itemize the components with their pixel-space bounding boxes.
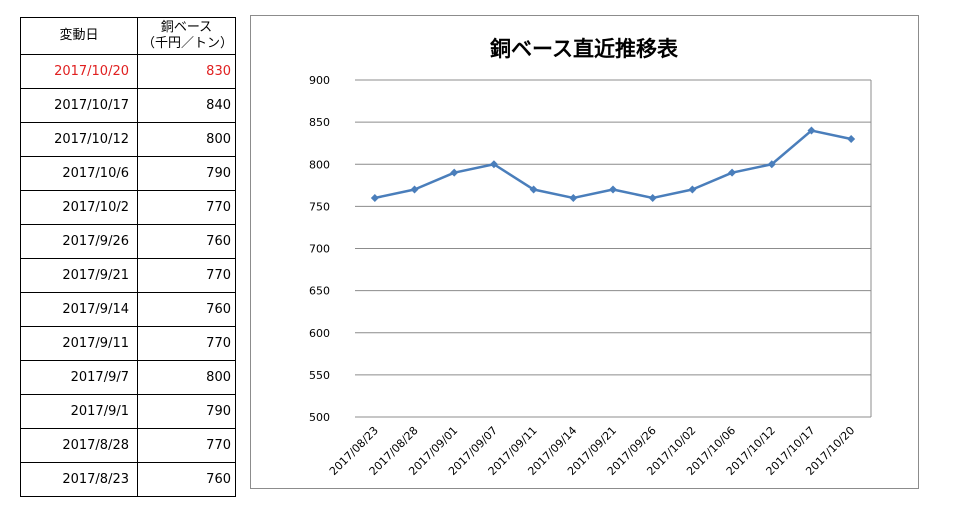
table-row: 2017/9/26 760 [20,224,236,259]
data-point [807,126,816,135]
table-row: 2017/10/2 770 [20,190,236,225]
row-price: 770 [137,190,236,225]
grid-lines [355,79,872,418]
table-row: 2017/10/20 830 [20,54,236,89]
price-table: 変動日 銅ベース （千円／トン） 2017/10/20 830 2017/10/17… [20,17,236,497]
table-row: 2017/8/23 760 [20,462,236,497]
row-date: 2017/9/1 [20,394,138,429]
row-price: 760 [137,292,236,327]
row-price: 770 [137,326,236,361]
table-row: 2017/10/6 790 [20,156,236,191]
data-point [489,160,498,169]
row-price: 800 [137,360,236,395]
y-tick-label: 800 [309,158,330,171]
y-tick-label: 900 [309,74,330,87]
y-tick-label: 700 [309,243,330,256]
row-price: 840 [137,88,236,123]
row-price: 830 [137,54,236,89]
table-row: 2017/9/7 800 [20,360,236,395]
table-row: 2017/9/1 790 [20,394,236,429]
data-point [370,193,379,202]
row-date: 2017/9/14 [20,292,138,327]
table-row: 2017/9/14 760 [20,292,236,327]
data-point [847,134,856,143]
table-row: 2017/8/28 770 [20,428,236,463]
data-point [728,168,737,177]
row-date: 2017/10/20 [20,54,138,89]
data-point [410,185,419,194]
row-date: 2017/9/11 [20,326,138,361]
row-date: 2017/9/21 [20,258,138,293]
y-tick-label: 500 [309,411,330,424]
chart-frame: 銅ベース直近推移表 500 550 600 650 700 750 800 850 900 201… [250,15,919,489]
data-point [688,185,697,194]
y-tick-label: 750 [309,200,330,213]
data-point [767,160,776,169]
y-tick-label: 650 [309,285,330,298]
table-header-row: 変動日 銅ベース （千円／トン） [20,17,236,55]
table-body: 2017/10/20 830 2017/10/17 840 2017/10/12 800 2… [20,54,236,497]
data-point [450,168,459,177]
row-date: 2017/9/26 [20,224,138,259]
data-point [569,193,578,202]
row-date: 2017/10/12 [20,122,138,157]
data-point [648,193,657,202]
y-tick-label: 600 [309,327,330,340]
header-price-line2: （千円／トン） [142,36,234,51]
row-date: 2017/8/28 [20,428,138,463]
header-price-line1: 銅ベース [160,20,213,35]
header-date: 変動日 [20,17,138,55]
y-tick-label: 850 [309,116,330,129]
row-price: 760 [137,462,236,497]
row-price: 770 [137,428,236,463]
series-layer [370,126,856,202]
row-price: 790 [137,156,236,191]
row-price: 800 [137,122,236,157]
row-price: 770 [137,258,236,293]
row-date: 2017/9/7 [20,360,138,395]
row-date: 2017/8/23 [20,462,138,497]
y-tick-label: 550 [309,369,330,382]
table-row: 2017/9/11 770 [20,326,236,361]
line-chart: 銅ベース直近推移表 500550600650700750800850900201… [309,37,872,478]
row-date: 2017/10/2 [20,190,138,225]
table-row: 2017/9/21 770 [20,258,236,293]
row-price: 760 [137,224,236,259]
row-price: 790 [137,394,236,429]
row-date: 2017/10/17 [20,88,138,123]
chart-title: 銅ベース直近推移表 [490,37,679,61]
data-point [609,185,617,194]
data-point [529,185,538,194]
row-date: 2017/10/6 [20,156,138,191]
header-price: 銅ベース （千円／トン） [137,17,236,55]
table-row: 2017/10/17 840 [20,88,236,123]
table-row: 2017/10/12 800 [20,122,236,157]
